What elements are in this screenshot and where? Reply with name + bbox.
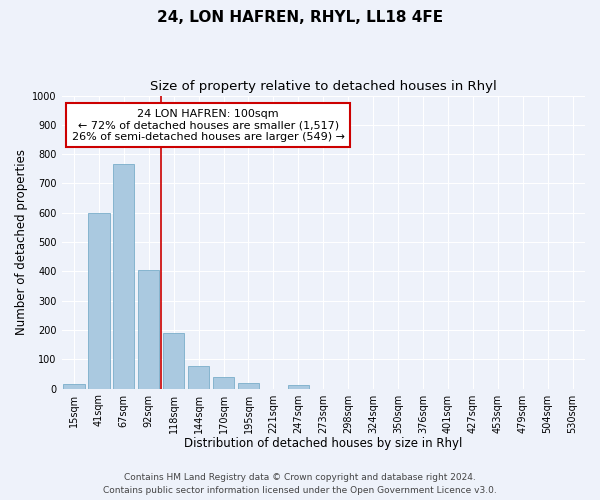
Bar (163, 333, 184, 388)
Bar (238, 384, 259, 388)
Bar (213, 377, 234, 388)
X-axis label: Distribution of detached houses by size in Rhyl: Distribution of detached houses by size … (184, 437, 463, 450)
Bar (188, 366, 209, 388)
Bar (88, 213, 110, 388)
Text: Contains HM Land Registry data © Crown copyright and database right 2024.
Contai: Contains HM Land Registry data © Crown c… (103, 473, 497, 495)
Bar (113, 164, 134, 388)
Title: Size of property relative to detached houses in Rhyl: Size of property relative to detached ho… (150, 80, 497, 93)
Text: 24 LON HAFREN: 100sqm
← 72% of detached houses are smaller (1,517)
26% of semi-d: 24 LON HAFREN: 100sqm ← 72% of detached … (71, 108, 344, 142)
Bar (288, 385, 309, 388)
Text: 24, LON HAFREN, RHYL, LL18 4FE: 24, LON HAFREN, RHYL, LL18 4FE (157, 10, 443, 25)
Bar (64, 384, 85, 388)
Bar (138, 270, 160, 388)
Y-axis label: Number of detached properties: Number of detached properties (15, 149, 28, 335)
